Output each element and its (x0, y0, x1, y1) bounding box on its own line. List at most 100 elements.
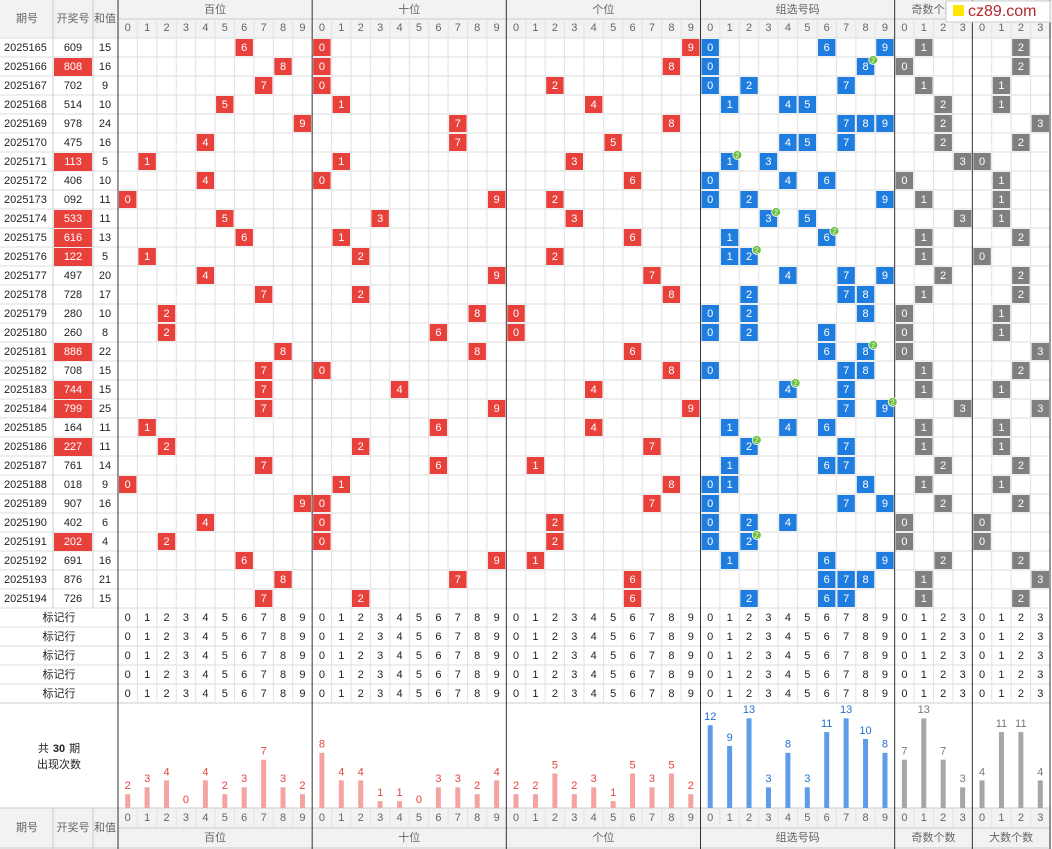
big-cell (1012, 590, 1030, 607)
marker-digit: 5 (804, 612, 810, 624)
repeat-highlight (54, 58, 92, 76)
big-cell-text: 0 (979, 517, 985, 529)
odd-cell-text: 1 (921, 289, 927, 301)
repeat-badge (751, 435, 762, 445)
position-cell-text: 0 (319, 175, 325, 187)
sum: 20 (99, 270, 111, 282)
marker-digit: 9 (882, 631, 888, 643)
position-cell-text: 0 (513, 308, 519, 320)
marker-digit: 3 (960, 612, 966, 624)
position-cell-text: 8 (474, 346, 480, 358)
sum: 5 (102, 156, 108, 168)
position-cell-text: 7 (649, 441, 655, 453)
marker-digit: 2 (163, 669, 169, 681)
marker-digit: 9 (299, 631, 305, 643)
column-label: 8 (862, 22, 868, 34)
big-cell-text: 1 (998, 308, 1004, 320)
marker-digit: 7 (261, 650, 267, 662)
issue: 2025183 (4, 384, 47, 396)
column-label: 0 (319, 22, 325, 34)
position-cell (313, 362, 331, 379)
marker-digit: 0 (319, 631, 325, 643)
group-cell (856, 362, 875, 379)
marker-digit: 8 (862, 688, 868, 700)
marker-digit: 2 (940, 612, 946, 624)
marker-digit: 0 (707, 650, 713, 662)
column-label: 8 (668, 22, 674, 34)
marker-digit: 7 (649, 612, 655, 624)
position-cell-text: 3 (571, 213, 577, 225)
position-cell-text: 2 (552, 194, 558, 206)
column-label: 8 (280, 812, 286, 824)
marker-digit: 1 (998, 669, 1004, 681)
column-label: 5 (804, 812, 810, 824)
repeat-badge-text: 2 (755, 532, 759, 539)
count-bar (688, 794, 694, 808)
group-cell-text: 5 (804, 137, 810, 149)
group-cell-text: 9 (882, 555, 888, 567)
big-cell-text: 3 (1037, 403, 1043, 415)
marker-digit: 4 (396, 688, 402, 700)
column-label: 3 (960, 812, 966, 824)
draw-number: 018 (64, 479, 82, 491)
position-cell-text: 0 (319, 61, 325, 73)
position-cell-text: 1 (144, 422, 150, 434)
count-label: 7 (261, 746, 267, 758)
count-label: 12 (704, 711, 716, 723)
marker-digit: 5 (222, 612, 228, 624)
marker-digit: 2 (746, 631, 752, 643)
group-cell (818, 590, 836, 607)
draw-number: 691 (64, 555, 82, 567)
marker-digit: 9 (882, 669, 888, 681)
marker-digit: 1 (921, 669, 927, 681)
column-label: 4 (591, 812, 597, 824)
big-cell-text: 2 (1018, 137, 1024, 149)
marker-digit: 8 (280, 688, 286, 700)
group-cell-text: 7 (843, 498, 849, 510)
count-label: 3 (804, 773, 810, 785)
marker-digit: 0 (513, 688, 519, 700)
marker-digit: 0 (513, 669, 519, 681)
issue: 2025194 (4, 593, 47, 605)
marker-digit: 2 (1018, 612, 1024, 624)
group-cell (876, 495, 894, 512)
marker-digit: 6 (629, 631, 635, 643)
group-cell-text: 6 (824, 327, 830, 339)
position-cell-text: 6 (435, 327, 441, 339)
column-label: 9 (494, 22, 500, 34)
column-label: 5 (416, 812, 422, 824)
position-cell-text: 6 (435, 422, 441, 434)
marker-digit: 0 (319, 612, 325, 624)
draw-number: 702 (64, 80, 82, 92)
marker-digit: 2 (358, 669, 364, 681)
marker-digit: 4 (591, 688, 597, 700)
group-cell (740, 324, 758, 341)
position-cell (468, 305, 486, 322)
position-cell-text: 7 (261, 289, 267, 301)
marker-digit: 3 (765, 688, 771, 700)
marker-digit: 3 (765, 612, 771, 624)
column-label: 7 (649, 812, 655, 824)
marker-digit: 7 (261, 688, 267, 700)
position-cell-text: 8 (668, 289, 674, 301)
marker-digit: 5 (804, 669, 810, 681)
column-label: 4 (591, 22, 597, 34)
position-cell (254, 77, 273, 94)
group-cell-text: 7 (843, 137, 849, 149)
group-cell (798, 210, 816, 227)
column-label: 6 (629, 22, 635, 34)
big-cell (973, 248, 991, 265)
position-cell-text: 0 (319, 498, 325, 510)
marker-digit: 2 (746, 688, 752, 700)
group-cell-text: 1 (727, 479, 733, 491)
issue: 2025192 (4, 555, 47, 567)
marker-digit: 7 (261, 669, 267, 681)
sum: 13 (99, 232, 111, 244)
big-cell-text: 1 (998, 441, 1004, 453)
count-bar (261, 759, 267, 808)
big-cell-text: 1 (998, 422, 1004, 434)
marker-digit: 2 (552, 631, 558, 643)
marker-digit: 0 (707, 631, 713, 643)
marker-digit: 2 (552, 688, 558, 700)
position-cell (468, 343, 486, 360)
